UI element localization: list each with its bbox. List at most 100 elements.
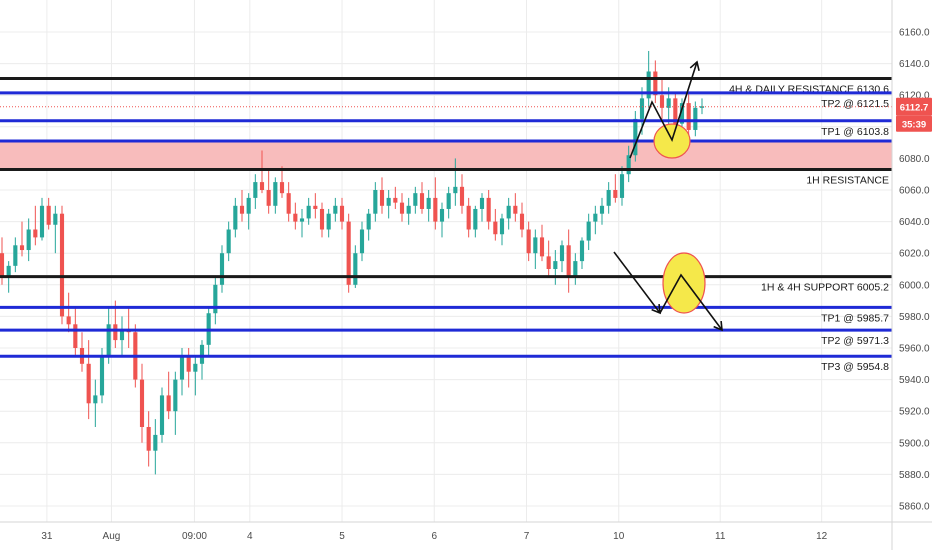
candle-body — [673, 98, 678, 124]
candle — [686, 92, 691, 140]
candle — [446, 186, 451, 219]
candle-body — [119, 329, 125, 341]
candle-body — [499, 218, 505, 235]
upper-arrow-head — [689, 60, 700, 71]
drawing-annotations — [613, 60, 723, 332]
candle-body — [333, 205, 338, 214]
candle — [379, 177, 385, 214]
candle-body — [59, 213, 65, 317]
candle-body — [553, 261, 558, 269]
time-axis[interactable]: 31 Aug 09:00 4 5 6 7 10 11 12 — [41, 531, 827, 542]
candle-body — [239, 205, 245, 214]
candle-body — [286, 193, 291, 214]
candle — [273, 177, 278, 214]
candle-body — [306, 205, 311, 219]
price-tick-label: 5900.0 — [899, 438, 930, 449]
highlight-circle-lower — [662, 252, 706, 314]
current-price-tag: 6112.7 35:39 — [896, 97, 932, 132]
candle — [19, 221, 25, 257]
candle — [626, 145, 631, 183]
candle-body — [159, 395, 165, 435]
candle — [119, 316, 125, 356]
price-axis[interactable]: 6160.06140.06120.06100.06080.06060.06040… — [899, 28, 930, 513]
candle-body — [346, 221, 351, 285]
candle-body — [366, 213, 371, 230]
candle — [306, 197, 311, 225]
candle — [499, 213, 505, 246]
candle-body — [279, 182, 285, 194]
candle — [693, 101, 698, 137]
candle-body — [533, 237, 538, 254]
candle-body — [73, 324, 78, 348]
candle-body — [639, 98, 645, 119]
candle — [486, 190, 491, 230]
candle — [619, 166, 625, 206]
candle — [146, 411, 151, 467]
candle-body — [166, 395, 171, 412]
candle — [93, 379, 98, 427]
candle — [293, 202, 298, 230]
candle — [153, 419, 158, 475]
candle — [453, 158, 458, 206]
candle — [393, 186, 398, 209]
candle-body — [466, 205, 471, 230]
candle-body — [186, 355, 191, 372]
candle-body — [659, 95, 665, 108]
candle-body — [266, 190, 271, 206]
grid — [0, 0, 892, 522]
candle-body — [226, 229, 231, 254]
candle — [173, 371, 178, 435]
candle — [219, 245, 225, 293]
candle — [566, 229, 571, 293]
candle — [233, 197, 238, 238]
candle — [199, 340, 205, 380]
candle-body — [633, 118, 638, 156]
candle-body — [353, 253, 358, 285]
candle — [253, 174, 258, 209]
candle — [493, 208, 498, 241]
candle — [593, 205, 598, 235]
candle — [339, 197, 345, 230]
candle — [166, 371, 171, 420]
level-label-tp2-lower: TP2 @ 5971.3 — [821, 335, 889, 347]
candle — [659, 79, 665, 119]
candle — [459, 174, 465, 214]
candle-body — [233, 205, 238, 230]
candle — [359, 221, 365, 262]
candle-body — [326, 213, 331, 230]
candle — [46, 197, 51, 230]
candle-body — [666, 98, 671, 108]
price-tick-label: 6000.0 — [899, 280, 930, 291]
candle — [579, 237, 585, 269]
candle-body — [179, 355, 185, 380]
time-tick-label: 12 — [816, 531, 828, 542]
candle — [279, 166, 285, 198]
candle — [326, 208, 331, 238]
candle-body — [679, 103, 685, 124]
candle — [313, 193, 318, 219]
candle-body — [146, 427, 151, 451]
countdown-tag-box — [896, 115, 932, 132]
candle-body — [459, 186, 465, 206]
candle-body — [0, 253, 5, 277]
candle — [206, 308, 211, 356]
candle-body — [39, 205, 45, 238]
candle — [213, 276, 218, 325]
lower-arrow-path — [659, 273, 723, 331]
candle — [106, 308, 111, 364]
candle — [346, 213, 351, 293]
price-tick-label: 6120.0 — [899, 91, 930, 102]
candle — [426, 190, 431, 222]
level-label-tp1-lower: TP1 @ 5985.7 — [821, 312, 889, 324]
candle — [53, 205, 58, 254]
candle — [33, 205, 38, 246]
candle-body — [586, 221, 591, 241]
candle-body — [246, 197, 251, 214]
level-label-tp1-upper: TP1 @ 6103.8 — [821, 126, 889, 138]
price-tick-label: 5860.0 — [899, 502, 930, 513]
candle — [139, 363, 145, 443]
price-tick-label: 5880.0 — [899, 470, 930, 481]
candle-body — [13, 245, 18, 266]
